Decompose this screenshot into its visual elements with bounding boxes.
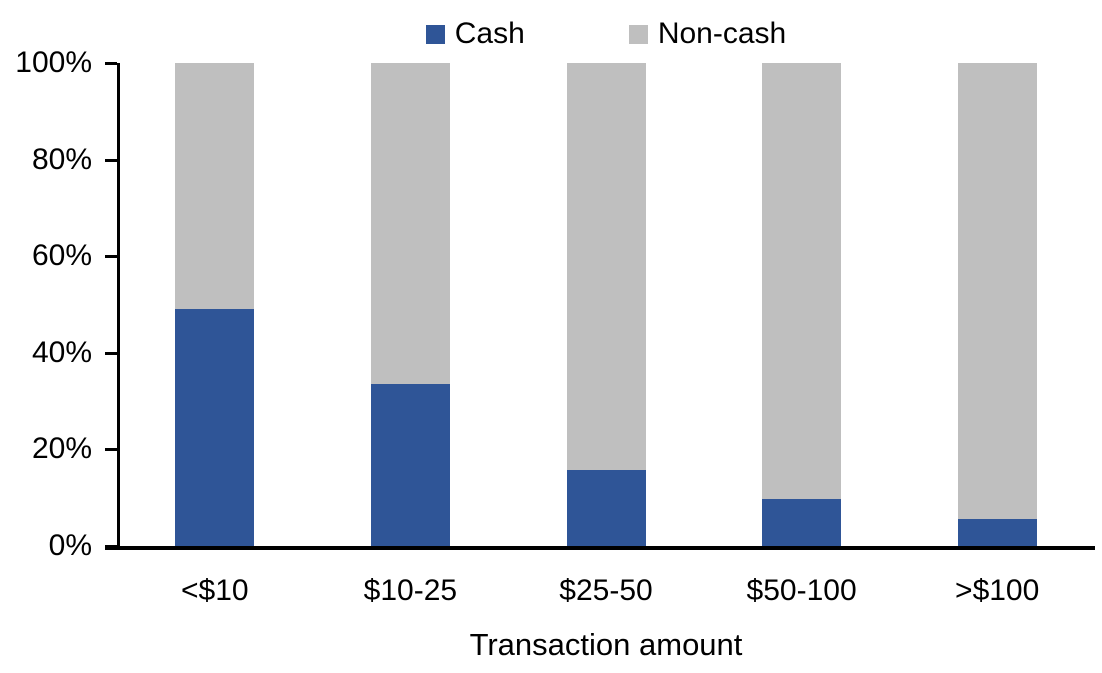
x-tick-label: $25-50 [559, 574, 653, 607]
bar-column--100 [957, 63, 1037, 546]
y-tick [105, 351, 117, 355]
x-tick-label: $10-25 [363, 574, 458, 607]
y-tick-label: 100% [15, 46, 92, 79]
bar-column--10-25 [370, 63, 450, 546]
y-tick [105, 448, 117, 452]
bar-column--10 [175, 63, 255, 546]
x-axis-line [105, 546, 1095, 550]
legend-swatch-cash-icon [425, 24, 445, 44]
legend-item-cash: Cash [425, 16, 525, 52]
y-tick-label: 0% [48, 529, 92, 562]
x-tick-label: >$100 [955, 574, 1040, 607]
y-tick-label: 80% [31, 142, 92, 176]
y-axis-line [117, 63, 120, 550]
bar-segment-non-cash [566, 63, 646, 471]
y-tick [105, 62, 117, 65]
y-tick-label: 60% [31, 239, 92, 273]
legend-label-cash: Cash [454, 17, 525, 50]
bar-segment-non-cash [957, 63, 1037, 519]
bar-segment-cash [762, 499, 842, 546]
legend-label-non-cash: Non-cash [657, 17, 787, 50]
bar-column--50-100 [762, 63, 842, 546]
legend-swatch-non-cash-icon [628, 24, 648, 44]
bar-column--25-50 [566, 63, 646, 546]
bar-segment-non-cash [762, 63, 842, 500]
x-tick-label: <$10 [181, 574, 249, 607]
bar-segment-non-cash [175, 63, 255, 310]
bar-segment-non-cash [370, 63, 450, 385]
y-tick-label: 40% [31, 335, 92, 369]
legend-item-non-cash: Non-cash [628, 16, 787, 52]
y-tick [105, 545, 117, 548]
y-tick-label: 20% [31, 432, 92, 466]
legend: Cash Non-cash [0, 14, 1102, 54]
bar-segment-cash [370, 384, 450, 546]
bar-segment-cash [566, 470, 646, 546]
bar-segment-cash [957, 518, 1037, 546]
bar-segment-cash [175, 309, 255, 546]
y-tick [105, 255, 117, 259]
y-tick [105, 158, 117, 162]
x-axis-title: Transaction amount [469, 627, 743, 662]
x-tick-label: $50-100 [746, 574, 857, 607]
